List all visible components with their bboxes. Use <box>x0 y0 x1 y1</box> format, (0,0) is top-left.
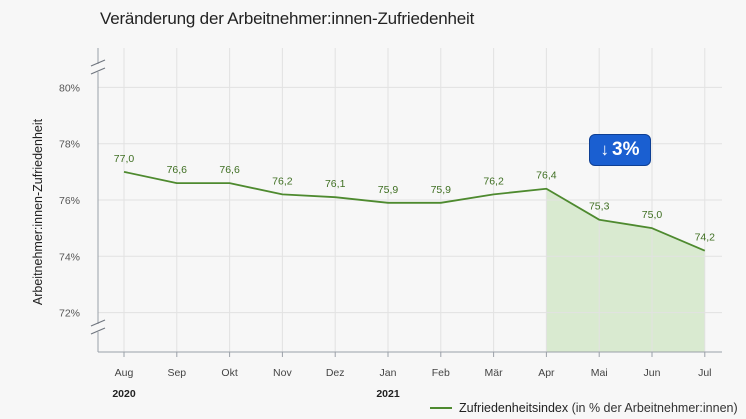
axis-break-top <box>90 67 106 75</box>
x-tick-label: Nov <box>273 367 292 379</box>
x-tick-label: Jun <box>644 367 661 379</box>
data-label: 76,6 <box>219 164 240 176</box>
data-label: 76,1 <box>325 178 346 190</box>
data-label: 75,9 <box>431 184 452 196</box>
chart-title: Veränderung der Arbeitnehmer:innen-Zufri… <box>100 9 475 28</box>
data-label: 76,2 <box>272 175 293 187</box>
axis-break-bottom <box>90 319 106 327</box>
x-tick-label: Dez <box>326 367 345 379</box>
x-tick-label: Aug <box>115 367 134 379</box>
year-label: 2020 <box>112 388 136 400</box>
highlight-area <box>546 188 705 352</box>
legend-unit: (in % der Arbeitnehmer:innen) <box>571 401 738 415</box>
data-label: 76,6 <box>167 164 188 176</box>
x-tick-label: Mai <box>591 367 608 379</box>
data-label: 76,2 <box>483 175 504 187</box>
x-tick-label: Mär <box>485 367 504 379</box>
down-arrow-icon: ↓ <box>600 140 610 159</box>
data-label: 76,4 <box>536 170 557 182</box>
x-tick-label: Okt <box>221 367 237 379</box>
y-tick-label: 80% <box>59 82 80 94</box>
data-label: 77,0 <box>114 153 135 165</box>
y-tick-label: 78% <box>59 139 80 151</box>
x-tick-label: Apr <box>538 367 555 379</box>
data-label: 75,3 <box>589 201 610 213</box>
y-tick-label: 74% <box>59 251 80 263</box>
legend-series-name: Zufriedenheitsindex <box>459 401 569 415</box>
x-tick-label: Sep <box>167 367 186 379</box>
x-tick-label: Feb <box>432 367 450 379</box>
data-label: 75,9 <box>378 184 399 196</box>
axis-break-top <box>90 59 106 67</box>
change-badge-value: 3% <box>612 139 640 160</box>
legend-line-swatch <box>430 407 452 409</box>
series-line <box>123 170 706 252</box>
change-badge: ↓ 3% <box>589 134 651 166</box>
x-tick-label: Jul <box>698 367 711 379</box>
legend: Zufriedenheitsindex (in % der Arbeitnehm… <box>430 401 738 415</box>
year-label: 2021 <box>376 388 400 400</box>
data-label: 74,2 <box>695 232 716 244</box>
x-tick-label: Jan <box>380 367 397 379</box>
axis-break-bottom <box>90 327 106 335</box>
y-tick-label: 76% <box>59 195 80 207</box>
y-tick-label: 72% <box>59 308 80 320</box>
data-label: 75,0 <box>642 209 663 221</box>
legend-label: Zufriedenheitsindex (in % der Arbeitnehm… <box>459 401 738 415</box>
